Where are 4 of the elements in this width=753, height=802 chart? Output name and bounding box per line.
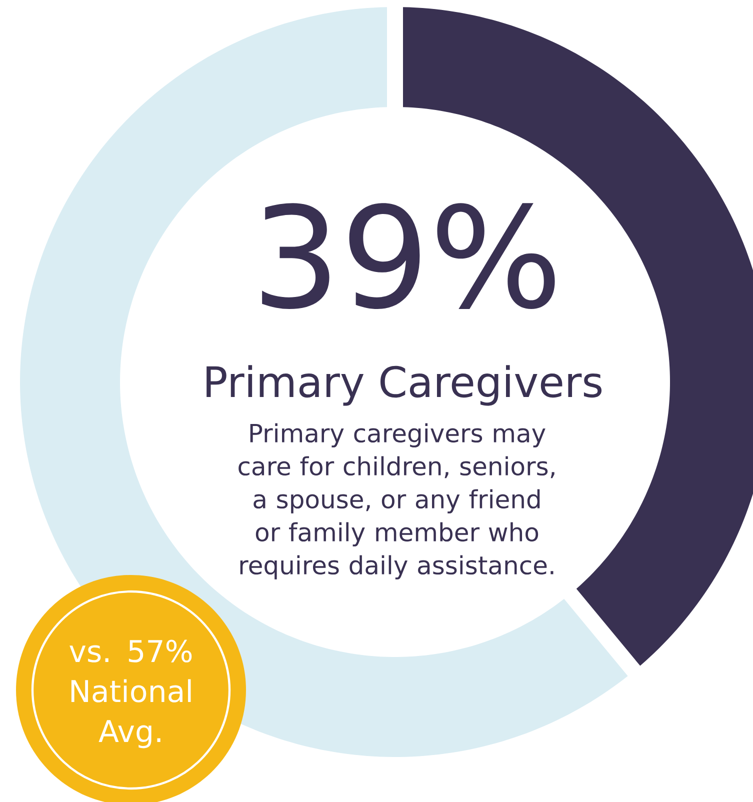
data-label: 39% bbox=[262, 203, 555, 309]
text: vs. 57% National Avg. bbox=[70, 640, 192, 748]
text: Primary caregivers may care for children, seniors, a spouse, or any friend or family member who requires daily assistance. bbox=[238, 423, 554, 580]
text: Primary Caregivers bbox=[206, 365, 602, 406]
